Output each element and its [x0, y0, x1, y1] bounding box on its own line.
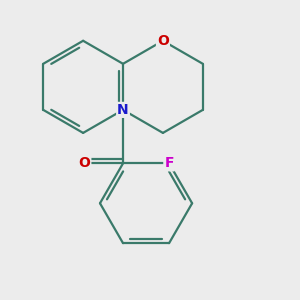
Text: O: O — [157, 34, 169, 48]
Text: F: F — [164, 156, 174, 170]
Text: N: N — [117, 103, 129, 117]
Text: O: O — [78, 156, 90, 170]
